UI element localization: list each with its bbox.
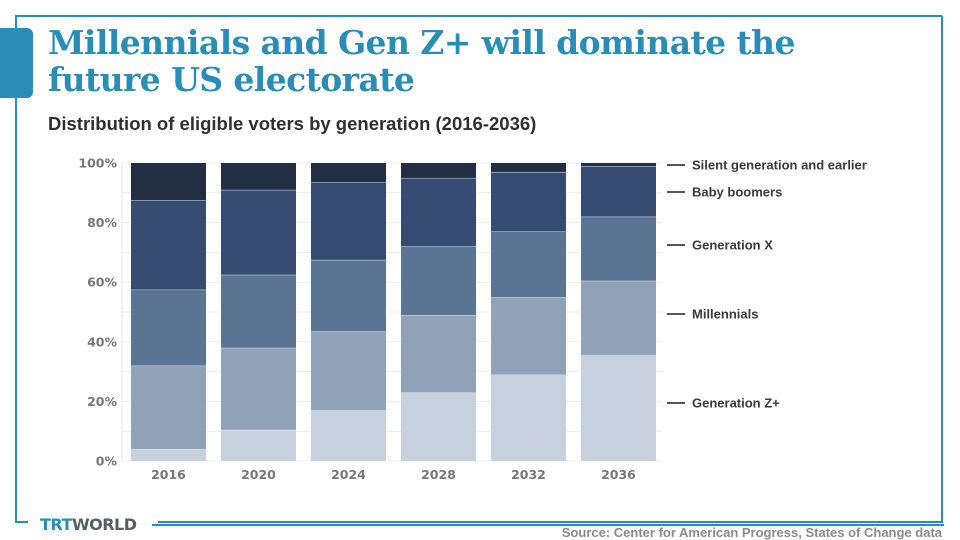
- chart-subtitle: Distribution of eligible voters by gener…: [48, 113, 537, 134]
- x-tick-label: 2020: [241, 467, 276, 482]
- bar-segment-generation-x: [311, 259, 386, 332]
- y-tick-label: 80%: [87, 215, 117, 230]
- y-tick-label: 100%: [78, 156, 117, 171]
- logo-trt: TRT: [40, 515, 72, 534]
- bar-segment-baby-boomers: [401, 177, 476, 247]
- bar-segment-generation-z: [131, 449, 206, 461]
- x-axis-ticks: 2016 2020 2024 2028 2032 2036: [151, 467, 636, 482]
- y-tick-label: 60%: [87, 275, 117, 290]
- bar-stack-2016: [131, 163, 206, 461]
- bar-segment-baby-boomers: [581, 165, 656, 217]
- x-tick-label: 2016: [151, 467, 186, 482]
- bar-segment-silent-generation-and-earlier: [491, 163, 566, 172]
- bars: [131, 163, 656, 461]
- gridlines: [121, 162, 662, 462]
- bar-segment-millennials: [491, 297, 566, 375]
- bar-segment-millennials: [311, 331, 386, 411]
- bar-segment-millennials: [221, 347, 296, 430]
- bar-segment-silent-generation-and-earlier: [401, 163, 476, 178]
- x-tick-label: 2032: [511, 467, 546, 482]
- chart-frame: [15, 15, 943, 523]
- legend: Generation Z+ Millennials Generation X Baby…: [667, 158, 867, 411]
- bar-segment-silent-generation-and-earlier: [581, 163, 656, 166]
- y-tick-label: 20%: [87, 394, 117, 409]
- legend-label: Millennials: [692, 307, 758, 322]
- legend-item: Millennials: [667, 307, 758, 322]
- legend-item: Baby boomers: [667, 185, 782, 200]
- legend-label: Silent generation and earlier: [692, 158, 867, 173]
- chart-title: Millennials and Gen Z+ will dominate the…: [48, 23, 795, 99]
- footer-rule: [152, 524, 944, 526]
- bar-segment-millennials: [581, 280, 656, 356]
- x-tick-label: 2036: [601, 467, 636, 482]
- bar-stack-2036: [581, 163, 656, 461]
- bar-segment-generation-z: [491, 374, 566, 461]
- bar-segment-generation-x: [221, 274, 296, 348]
- legend-item: Generation X: [667, 238, 773, 253]
- legend-label: Generation X: [692, 238, 773, 253]
- bar-segment-baby-boomers: [311, 182, 386, 260]
- bar-stack-2028: [401, 163, 476, 461]
- frame-gap: [28, 516, 158, 530]
- bar-segment-generation-z: [401, 392, 476, 461]
- bar-segment-generation-z: [221, 429, 296, 461]
- bar-segment-millennials: [131, 365, 206, 450]
- bar-segment-silent-generation-and-earlier: [311, 163, 386, 183]
- legend-item: Generation Z+: [667, 396, 780, 411]
- brand-accent-tab: [0, 28, 33, 98]
- bar-segment-millennials: [401, 314, 476, 393]
- bar-segment-generation-x: [131, 289, 206, 366]
- bar-segment-generation-x: [491, 231, 566, 298]
- bar-segment-generation-z: [311, 410, 386, 461]
- bar-segment-generation-x: [581, 216, 656, 281]
- logo-world: WORLD: [71, 515, 137, 534]
- trt-world-logo: TRT WORLD: [40, 515, 137, 535]
- legend-item: Silent generation and earlier: [667, 158, 867, 173]
- y-axis-ticks: 0% 20% 40% 60% 80% 100%: [78, 156, 117, 469]
- bar-segment-baby-boomers: [131, 200, 206, 290]
- legend-label: Generation Z+: [692, 396, 780, 411]
- legend-label: Baby boomers: [692, 185, 782, 200]
- bar-stack-2032: [491, 163, 566, 461]
- bar-segment-baby-boomers: [221, 189, 296, 275]
- bar-segment-generation-z: [581, 355, 656, 461]
- bar-segment-silent-generation-and-earlier: [221, 163, 296, 190]
- x-tick-label: 2028: [421, 467, 456, 482]
- bar-segment-silent-generation-and-earlier: [131, 163, 206, 201]
- bar-stack-2020: [221, 163, 296, 461]
- y-tick-label: 40%: [87, 334, 117, 349]
- bar-stack-2024: [311, 163, 386, 461]
- x-tick-label: 2024: [331, 467, 366, 482]
- y-tick-label: 0%: [96, 454, 118, 469]
- bar-segment-baby-boomers: [491, 171, 566, 232]
- bar-segment-generation-x: [401, 246, 476, 315]
- source-note: Source: Center for American Progress, St…: [561, 525, 942, 540]
